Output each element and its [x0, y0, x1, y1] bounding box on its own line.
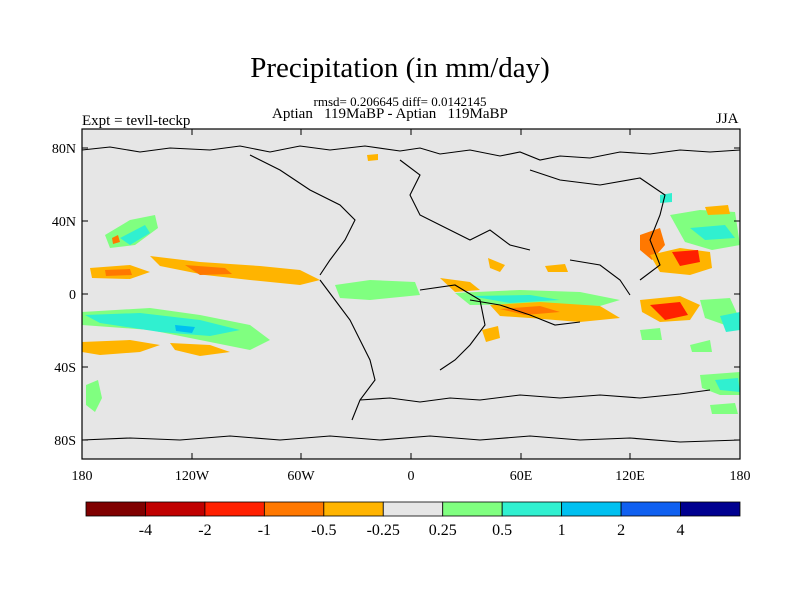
- coastline-africa: [419, 284, 486, 371]
- plot-title: Precipitation (in mm/day): [250, 52, 550, 84]
- coastline-south-america: [319, 279, 376, 421]
- colorbar-swatch: [501, 501, 563, 517]
- colorbar-swatch: [263, 501, 325, 517]
- colorbar-label: -2: [198, 522, 211, 539]
- anomaly-patch: [690, 225, 735, 240]
- anomaly-patch: [175, 325, 195, 333]
- colorbar-swatch: [561, 501, 622, 517]
- coastline-north: [81, 145, 741, 161]
- anomaly-patch: [660, 193, 672, 203]
- colorbar-label: 1: [558, 522, 566, 539]
- colorbar-label: -4: [139, 522, 152, 539]
- anomaly-patch: [500, 306, 560, 315]
- coastline-asia: [529, 169, 666, 281]
- colorbar-swatch: [382, 501, 444, 517]
- lat-label: 80S: [54, 434, 76, 449]
- coastline-southern: [359, 389, 711, 403]
- coastline-tethys: [469, 299, 581, 326]
- anomaly-patch: [650, 302, 688, 320]
- colorbar-swatch: [204, 501, 265, 517]
- anomaly-patch: [488, 258, 505, 272]
- comparison-subtitle: Aptian 119MaBP - Aptian 119MaBP: [272, 106, 508, 122]
- colorbar-swatch: [323, 501, 384, 517]
- coastline-north-america: [249, 154, 356, 276]
- anomaly-patch: [150, 256, 320, 285]
- colorbar-swatch: [680, 501, 741, 517]
- anomaly-patch: [690, 340, 712, 352]
- anomaly-patch: [170, 343, 230, 356]
- lon-label: 60W: [287, 469, 315, 484]
- anomaly-patch: [185, 265, 232, 275]
- precip-anomaly-patches: [82, 154, 740, 414]
- lon-label: 180: [72, 469, 93, 484]
- lon-label: 120W: [175, 469, 210, 484]
- lon-label: 0: [408, 469, 415, 484]
- anomaly-patch: [85, 313, 240, 336]
- coastline-eurasia-west: [399, 159, 531, 251]
- anomaly-patch: [482, 326, 500, 342]
- colorbar-swatch: [85, 501, 146, 517]
- anomaly-patch: [715, 378, 740, 392]
- coastlines: [81, 145, 741, 443]
- anomaly-patch: [86, 380, 102, 412]
- anomaly-patch: [335, 280, 420, 300]
- coastline-antarctica: [81, 435, 741, 443]
- colorbar-label: -0.25: [367, 522, 400, 539]
- anomaly-patch: [105, 269, 132, 276]
- experiment-label: Expt = tevll-teckp: [82, 113, 191, 129]
- anomaly-patch: [367, 154, 378, 161]
- lon-label: 180: [730, 469, 751, 484]
- colorbar-label: 2: [617, 522, 625, 539]
- lat-label: 0: [69, 288, 76, 303]
- anomaly-patch: [720, 312, 740, 332]
- anomaly-patch: [545, 264, 568, 272]
- anomaly-patch: [470, 295, 560, 303]
- anomaly-patch: [82, 340, 160, 355]
- colorbar-label: -1: [258, 522, 271, 539]
- anomaly-patch: [112, 235, 120, 244]
- lat-label: 40S: [54, 361, 76, 376]
- anomaly-patch: [120, 225, 150, 245]
- colorbar-swatch: [145, 501, 206, 517]
- latitude-labels: 80N 40N 0 40S 80S: [52, 142, 76, 449]
- lat-label: 40N: [52, 215, 76, 230]
- anomaly-patch: [710, 403, 738, 414]
- axis-ticks: [81, 129, 741, 459]
- anomaly-patch: [705, 205, 730, 215]
- longitude-labels: 180 120W 60W 0 60E 120E 180: [72, 469, 751, 484]
- colorbar-label: 0.25: [429, 522, 457, 539]
- colorbar-label: 4: [677, 522, 685, 539]
- anomaly-patch: [672, 250, 700, 266]
- stats-subtitle: rmsd= 0.206645 diff= 0.0142145: [313, 94, 487, 109]
- lon-label: 60E: [510, 469, 533, 484]
- colorbar-swatch: [620, 501, 681, 517]
- colorbar-label: -0.5: [311, 522, 336, 539]
- anomaly-patch: [440, 278, 480, 292]
- coastline-gulf: [569, 259, 631, 296]
- anomaly-patch: [640, 328, 662, 340]
- colorbar-label: 0.5: [492, 522, 512, 539]
- anomaly-patch: [640, 228, 665, 260]
- colorbar-swatch: [442, 501, 503, 517]
- season-label: JJA: [716, 111, 739, 127]
- lon-label: 120E: [615, 469, 645, 484]
- lat-label: 80N: [52, 142, 76, 157]
- colorbar: -4 -2 -1 -0.5 -0.25 0.25 0.5 1 2 4: [85, 501, 741, 539]
